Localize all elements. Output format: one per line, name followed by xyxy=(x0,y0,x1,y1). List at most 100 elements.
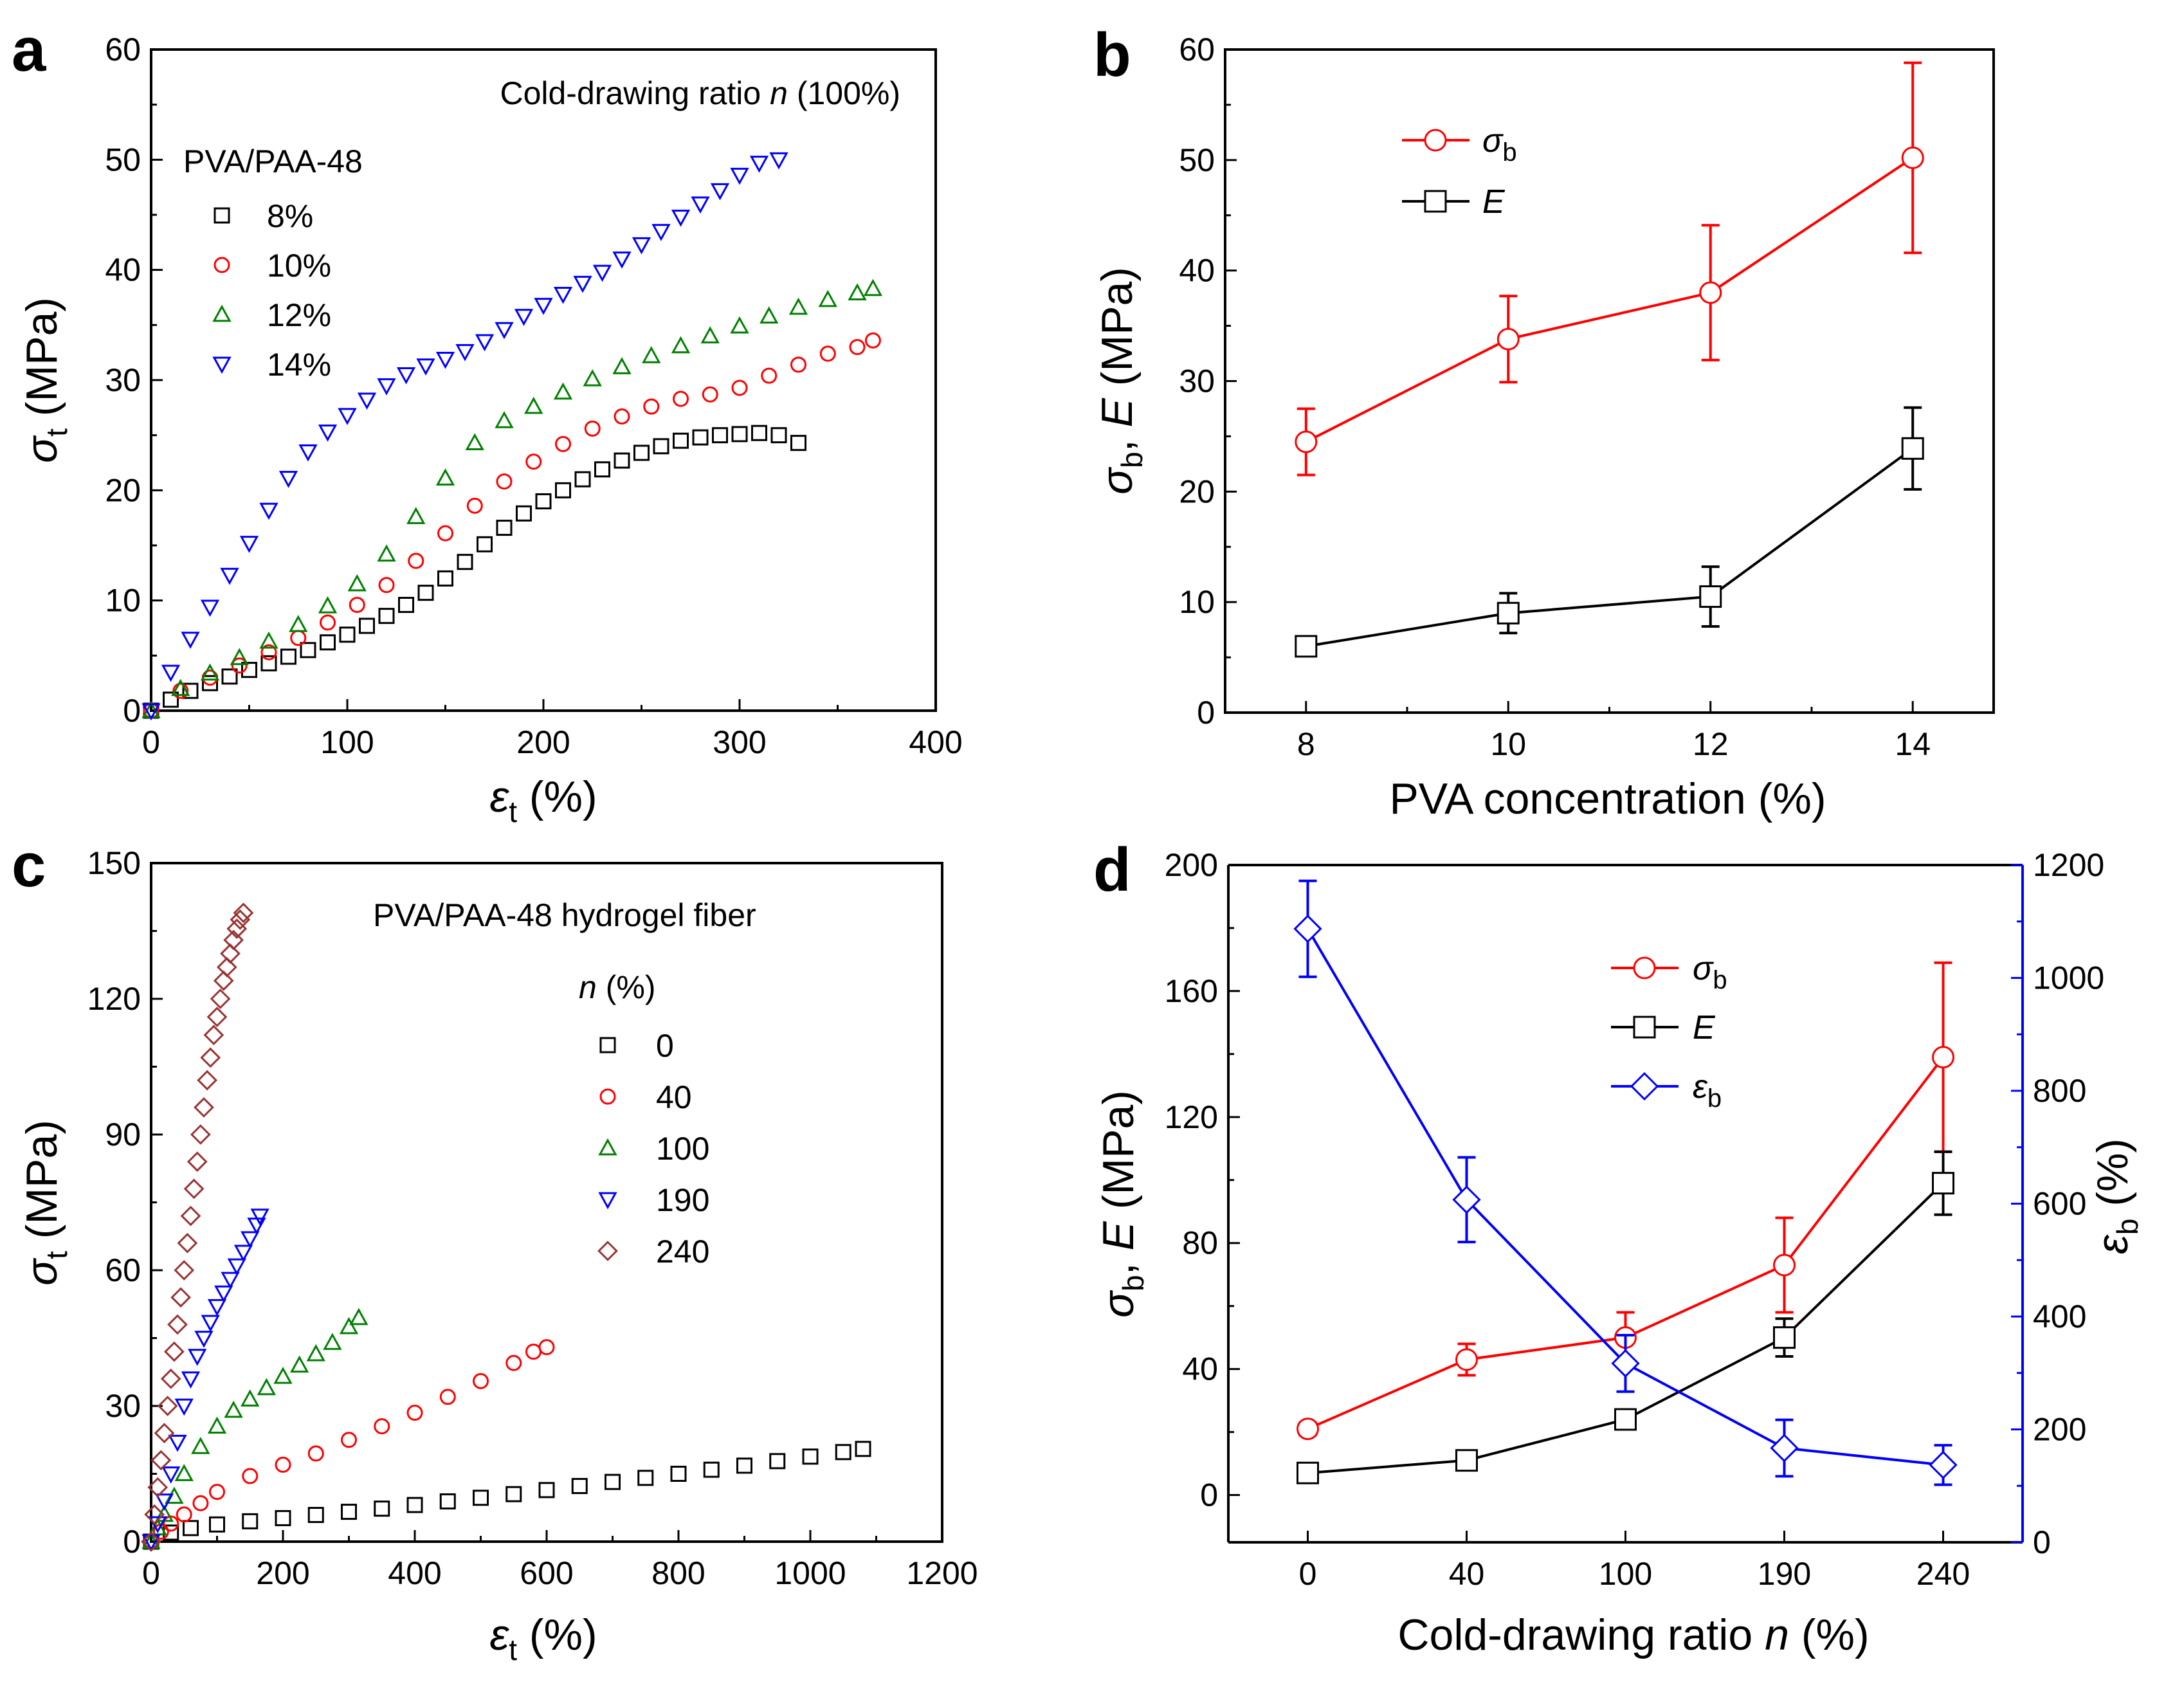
panel-d: 0 40 100 190 240 0 40 80 120 160 200 0 200 400 600 800 1… xyxy=(1093,835,2144,1659)
x-tick-label: 100 xyxy=(320,724,374,760)
y-tick-label: 40 xyxy=(1179,253,1215,289)
data-point-14% xyxy=(671,210,691,227)
data-point-14% xyxy=(200,599,220,617)
text-span: b xyxy=(1707,1084,1722,1113)
data-point-240 xyxy=(210,989,231,1009)
data-point-240 xyxy=(190,1124,211,1145)
data-point-0 xyxy=(855,1441,871,1457)
data-point-0 xyxy=(538,1482,555,1499)
data-point-0 xyxy=(275,1509,291,1526)
y-tick-label: 400 xyxy=(2033,1299,2086,1335)
y-axis-title: σb, E (MPa) xyxy=(1093,267,1149,495)
data-point-14% xyxy=(730,167,749,185)
data-point-E xyxy=(1614,1408,1637,1431)
data-point-240 xyxy=(194,1097,214,1118)
y-tick-label: 0 xyxy=(1197,695,1215,731)
x-tick-label: 8 xyxy=(1297,726,1315,762)
data-point-14% xyxy=(710,183,730,201)
x-tick-label: 190 xyxy=(1758,1556,1811,1592)
data-point-14% xyxy=(298,444,318,462)
data-point-8% xyxy=(633,444,650,461)
data-point-10% xyxy=(320,614,336,631)
y-axis-title: σt (MPa) xyxy=(17,297,73,463)
data-point-σb xyxy=(1932,1046,1954,1069)
y-tick-label: 50 xyxy=(1179,142,1215,178)
data-point-10% xyxy=(290,630,307,646)
data-point-8% xyxy=(653,438,669,455)
panel-letter-a: a xyxy=(12,15,46,84)
y-tick-label: 150 xyxy=(87,845,141,881)
data-point-40 xyxy=(176,1506,192,1523)
data-point-8% xyxy=(417,585,434,601)
data-point-190 xyxy=(241,1231,260,1248)
data-point-0 xyxy=(473,1490,489,1506)
data-point-12% xyxy=(760,306,779,324)
text-span: ε xyxy=(1693,1068,1708,1106)
legend-label-σb: σb xyxy=(1482,122,1517,167)
data-point-10% xyxy=(231,657,248,674)
x-axis-title: PVA concentration (%) xyxy=(1389,774,1826,823)
x-tick-label: 200 xyxy=(256,1555,309,1591)
x-tick-label: 600 xyxy=(520,1555,573,1591)
data-point-240 xyxy=(187,1151,208,1172)
data-point-10% xyxy=(466,497,483,514)
data-point-12% xyxy=(612,357,632,374)
data-point-14% xyxy=(592,264,612,282)
legend-marker-240 xyxy=(597,1241,618,1261)
data-point-40 xyxy=(538,1339,555,1356)
text-span: (MPa) xyxy=(17,1120,66,1251)
data-point-10% xyxy=(702,386,718,403)
legend-marker-σb xyxy=(1633,956,1656,980)
data-point-8% xyxy=(770,427,787,444)
data-point-240 xyxy=(150,1450,172,1471)
data-point-240 xyxy=(183,1178,205,1199)
y-tick-label: 120 xyxy=(1165,1099,1218,1135)
panel-c: 0 200 400 600 800 1000 12000306090120150PVA/PA… xyxy=(12,831,978,1666)
text-span: (MPa) xyxy=(1094,1090,1143,1221)
data-point-10% xyxy=(849,339,866,356)
text-span: PVA concentration (%) xyxy=(1389,774,1826,823)
data-point-240 xyxy=(164,1341,185,1362)
data-point-100 xyxy=(174,1464,194,1481)
series-line-σb xyxy=(1305,156,1914,443)
text-span: E xyxy=(1093,397,1142,427)
text-span: b xyxy=(1116,1275,1150,1291)
data-point-8% xyxy=(712,427,728,444)
data-point-240 xyxy=(174,1260,195,1281)
data-point-14% xyxy=(632,237,651,255)
text-span: , xyxy=(1094,1250,1143,1275)
legend-marker-8% xyxy=(214,207,230,224)
data-point-σb xyxy=(1497,327,1520,351)
legend-marker-εb xyxy=(1630,1071,1659,1101)
y-tick-label: 800 xyxy=(2033,1073,2086,1109)
data-point-190 xyxy=(154,1493,174,1511)
data-point-10% xyxy=(260,644,277,661)
data-point-0 xyxy=(736,1457,752,1474)
text-span: (%) xyxy=(1789,1610,1870,1659)
text-span: ε xyxy=(489,1610,509,1659)
series-line-E xyxy=(1306,447,1914,648)
data-point-14% xyxy=(259,502,278,520)
text-span: ε xyxy=(489,772,509,821)
text-span: (%) xyxy=(597,969,656,1005)
y-tick-label: 200 xyxy=(1165,847,1218,883)
data-point-0 xyxy=(637,1470,654,1486)
legend-title: n (%) xyxy=(579,969,655,1005)
data-point-8% xyxy=(241,662,257,679)
data-point-240 xyxy=(200,1047,221,1068)
data-point-σb xyxy=(1699,281,1722,304)
data-point-40 xyxy=(209,1484,225,1500)
y-tick-label: 30 xyxy=(1179,363,1215,399)
data-point-100 xyxy=(273,1367,293,1384)
data-point-εb xyxy=(1611,1349,1640,1378)
data-point-240 xyxy=(170,1287,191,1308)
panel-a: 0 100 200 300 400 0 10 20 30 40 50 60 Cold-drawing r… xyxy=(12,15,963,828)
data-point-10% xyxy=(349,597,365,614)
data-point-14% xyxy=(181,632,200,649)
data-point-14% xyxy=(141,703,161,721)
data-point-8% xyxy=(673,432,689,449)
data-point-σb xyxy=(1901,146,1924,169)
text-span: σ xyxy=(1693,950,1714,987)
data-point-σb xyxy=(1297,1418,1319,1441)
data-point-14% xyxy=(338,408,357,426)
